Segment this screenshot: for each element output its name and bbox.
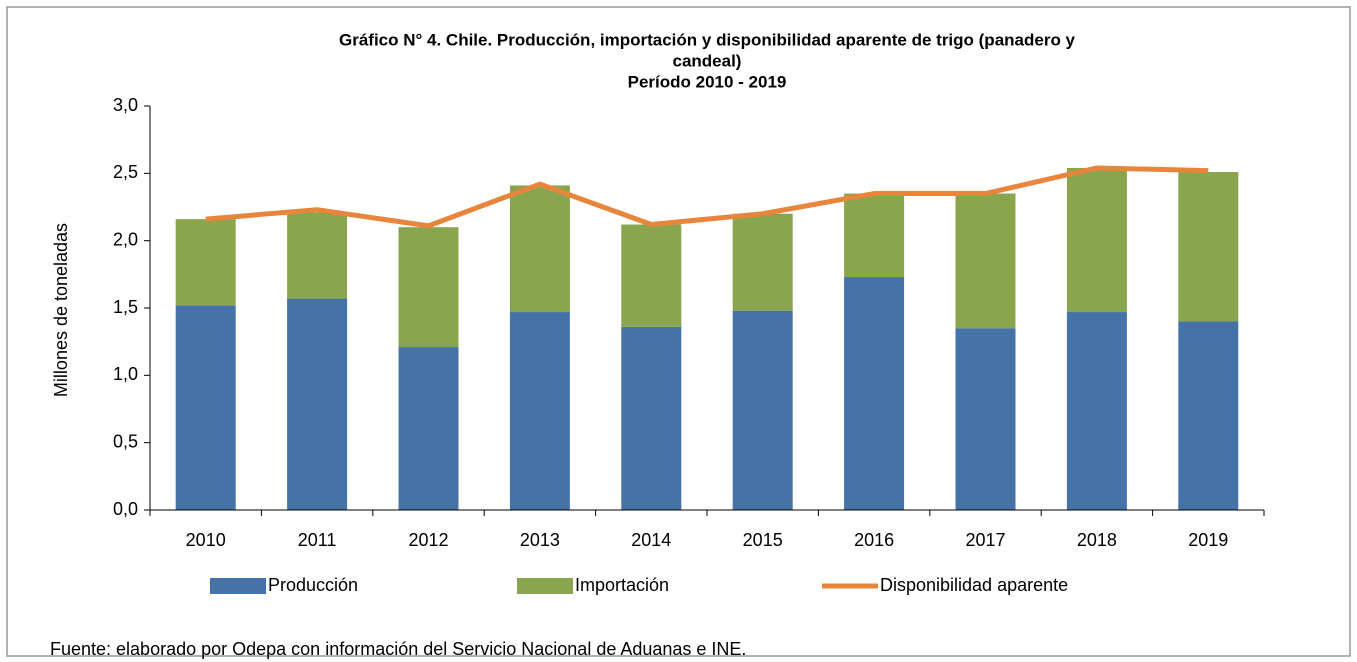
y-axis-label: Millones de toneladas bbox=[51, 223, 71, 397]
bar-segment bbox=[1178, 321, 1239, 510]
bar-segment bbox=[398, 347, 459, 510]
source-note: Fuente: elaborado por Odepa con informac… bbox=[50, 639, 746, 659]
x-tick-label: 2015 bbox=[743, 530, 783, 550]
bar-segment bbox=[732, 213, 793, 311]
x-tick-label: 2016 bbox=[854, 530, 894, 550]
x-tick-label: 2019 bbox=[1188, 530, 1228, 550]
bar-segment bbox=[844, 193, 905, 278]
bar-segment bbox=[621, 326, 682, 510]
bar-segment bbox=[621, 224, 682, 327]
x-tick-label: 2018 bbox=[1077, 530, 1117, 550]
legend-swatch bbox=[210, 578, 266, 594]
bar-segment bbox=[732, 310, 793, 510]
bar-segment bbox=[287, 212, 348, 299]
bar-segment bbox=[844, 277, 905, 510]
x-tick-label: 2012 bbox=[408, 530, 448, 550]
x-tick-label: 2014 bbox=[631, 530, 671, 550]
bar-segment bbox=[1066, 312, 1127, 510]
x-tick-label: 2010 bbox=[186, 530, 226, 550]
legend-label: Disponibilidad aparente bbox=[880, 575, 1068, 595]
y-tick-label: 0,5 bbox=[113, 431, 138, 451]
y-tick-label: 0,0 bbox=[113, 499, 138, 519]
bar-segment bbox=[398, 227, 459, 348]
chart-title: Gráfico N° 4. Chile. Producción, importa… bbox=[339, 30, 1076, 49]
x-tick-label: 2011 bbox=[298, 530, 337, 550]
bar-segment bbox=[1066, 167, 1127, 313]
y-tick-label: 3,0 bbox=[113, 95, 138, 115]
bar-segment bbox=[955, 193, 1016, 329]
bar-segment bbox=[955, 328, 1016, 510]
y-tick-label: 1,0 bbox=[113, 364, 138, 384]
legend-swatch bbox=[517, 578, 573, 594]
legend-label: Producción bbox=[268, 575, 358, 595]
bar-segment bbox=[175, 305, 236, 510]
x-tick-label: 2013 bbox=[520, 530, 560, 550]
x-tick-label: 2017 bbox=[965, 530, 1005, 550]
bar-segment bbox=[175, 219, 236, 306]
bar-segment bbox=[509, 312, 570, 510]
y-tick-label: 2,0 bbox=[113, 229, 138, 249]
bar-segment bbox=[1178, 171, 1239, 322]
bar-segment bbox=[287, 298, 348, 510]
bar-segment bbox=[509, 185, 570, 313]
chart-title: candeal) bbox=[673, 51, 742, 70]
chart-title: Período 2010 - 2019 bbox=[628, 72, 787, 91]
y-tick-label: 2,5 bbox=[113, 162, 138, 182]
line-series bbox=[205, 165, 1209, 229]
y-tick-label: 1,5 bbox=[113, 297, 138, 317]
legend-label: Importación bbox=[575, 575, 669, 595]
